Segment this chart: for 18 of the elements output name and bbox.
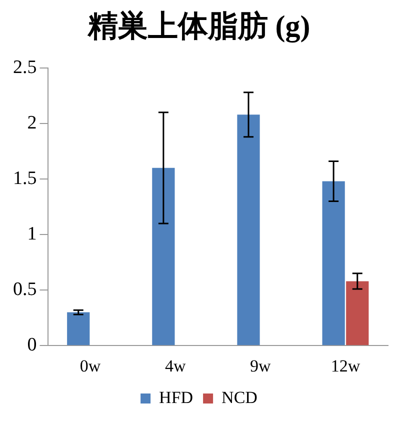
y-tick-label: 2.5 — [13, 56, 37, 78]
y-tick-label: 2 — [27, 112, 37, 134]
legend-label: HFD — [159, 388, 194, 407]
legend-label: NCD — [222, 388, 258, 407]
bar — [152, 168, 175, 346]
x-tick-label: 4w — [164, 356, 186, 376]
chart-title: 精巣上体脂肪 (g) — [86, 8, 310, 43]
bar — [237, 114, 260, 346]
y-tick-label: 0.5 — [13, 279, 37, 300]
x-tick-label: 0w — [80, 356, 102, 376]
y-tick-label: 1 — [27, 224, 37, 245]
bar — [67, 312, 90, 346]
x-tick-label: 12w — [330, 356, 361, 376]
bar — [346, 281, 369, 346]
bar — [322, 181, 345, 346]
y-tick-label: 0 — [27, 334, 37, 356]
x-tick-label: 9w — [250, 356, 272, 376]
y-tick-label: 1.5 — [13, 168, 37, 190]
